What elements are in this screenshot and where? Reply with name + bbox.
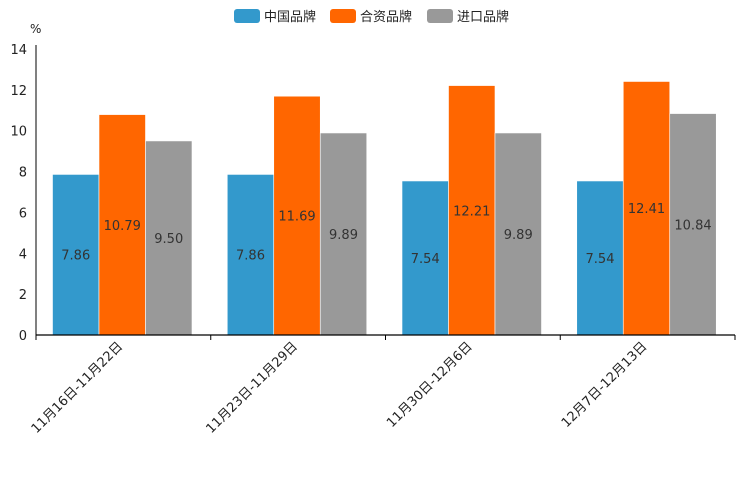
bar-value-label: 7.54 — [586, 252, 615, 267]
y-tick-label: 14 — [10, 43, 27, 58]
y-tick-label: 8 — [19, 166, 27, 181]
bar — [622, 81, 671, 336]
bar-value-label: 7.54 — [411, 252, 440, 267]
legend-swatch — [330, 9, 356, 23]
bar — [319, 132, 368, 336]
bar-value-label: 12.41 — [628, 202, 665, 217]
y-tick-label: 6 — [19, 206, 27, 221]
bar — [494, 132, 542, 336]
legend-swatch — [234, 9, 260, 23]
bar-value-label: 10.79 — [104, 219, 141, 234]
bar — [669, 113, 717, 336]
y-axis-unit-label: % — [30, 22, 41, 36]
y-tick-label: 12 — [10, 84, 27, 99]
x-tick-label: 11月30日-12月6日 — [384, 339, 476, 431]
bar — [273, 95, 321, 336]
legend-swatch — [427, 9, 453, 23]
bar-value-label: 7.86 — [61, 249, 90, 264]
x-tick-label: 11月23日-11月29日 — [203, 339, 300, 436]
bar-value-label: 10.84 — [674, 218, 711, 233]
legend-label: 进口品牌 — [457, 9, 509, 25]
y-tick-label: 10 — [10, 125, 27, 140]
bar-series: 7.86 7.86 7.54 7.54 10.79 11.69 12.21 12.41 9.50… — [52, 81, 717, 336]
legend-label: 合资品牌 — [360, 9, 412, 25]
bar-value-label: 7.86 — [236, 249, 265, 264]
y-tick-label: 0 — [19, 329, 27, 344]
x-tick-label: 12月7日-12月13日 — [559, 339, 651, 431]
y-axis: 0 2 4 6 8 10 12 14 — [10, 43, 37, 344]
bar — [145, 140, 193, 336]
bar-value-label: 9.89 — [329, 228, 358, 243]
bar-value-label: 12.21 — [453, 204, 490, 219]
bar — [226, 174, 275, 336]
bar-value-label: 11.69 — [278, 210, 315, 225]
y-tick-label: 4 — [19, 247, 27, 262]
legend: 中国品牌 合资品牌 进口品牌 — [234, 9, 509, 25]
legend-label: 中国品牌 — [264, 9, 316, 25]
x-tick-label: 11月16日-11月22日 — [29, 339, 126, 436]
x-axis: 11月16日-11月22日 11月23日-11月29日 11月30日-12月6日 12… — [29, 334, 736, 437]
bar-value-label: 9.50 — [154, 232, 183, 247]
bar-value-label: 9.89 — [504, 228, 533, 243]
y-tick-label: 2 — [19, 288, 27, 303]
